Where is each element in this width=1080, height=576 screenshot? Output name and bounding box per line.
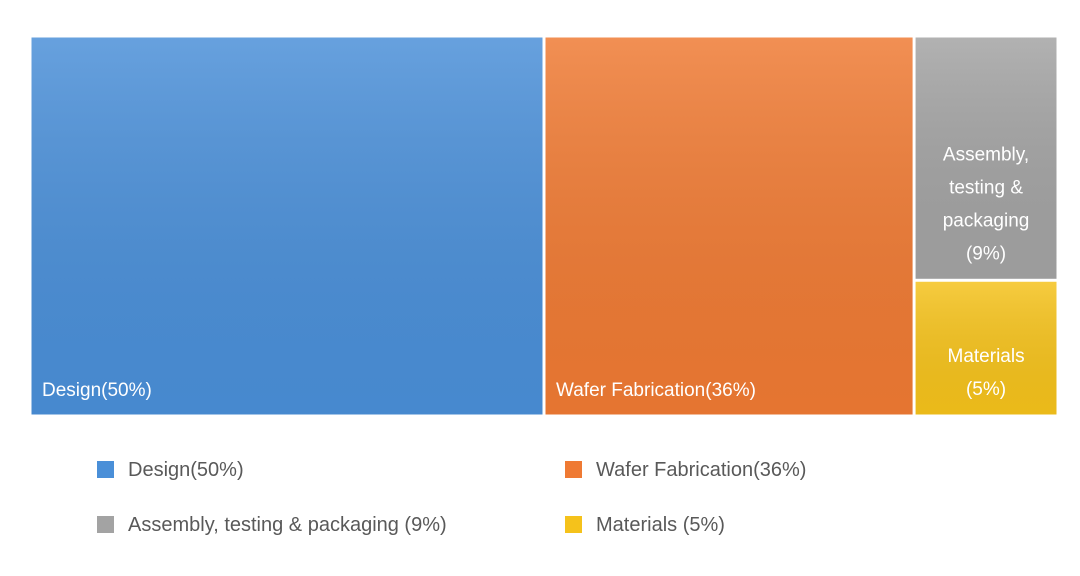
legend: Design(50%) Wafer Fabrication(36%) Assembl… <box>97 459 806 536</box>
tile-assembly-testing-packaging-9-label: Assembly, testing & packaging (9%) <box>943 144 1030 264</box>
treemap-tiles: Design(50%) Wafer Fabrication(36%) Assembl… <box>31 37 1057 415</box>
tile-materials-5-label: Materials (5%) <box>948 346 1025 400</box>
legend-item-wafer-fabrication-36-swatch <box>565 461 582 478</box>
legend-item-materials-5: Materials (5%) <box>565 514 725 536</box>
legend-item-design-50-label: Design(50%) <box>128 459 244 481</box>
legend-item-design-50-swatch <box>97 461 114 478</box>
legend-item-design-50: Design(50%) <box>97 459 244 481</box>
legend-item-wafer-fabrication-36: Wafer Fabrication(36%) <box>565 459 806 481</box>
legend-item-wafer-fabrication-36-label: Wafer Fabrication(36%) <box>596 459 806 481</box>
tile-design-50-label: Design(50%) <box>42 380 152 401</box>
tile-assembly-testing-packaging-9-shade <box>915 37 1057 279</box>
tile-materials-5-shade <box>915 281 1057 415</box>
legend-item-materials-5-label: Materials (5%) <box>596 514 725 536</box>
tile-design-50-shade <box>31 37 543 415</box>
legend-item-assembly-testing-packaging-9-label: Assembly, testing & packaging (9%) <box>128 514 447 536</box>
tile-wafer-fabrication-36-shade <box>545 37 913 415</box>
legend-item-assembly-testing-packaging-9-swatch <box>97 516 114 533</box>
legend-item-materials-5-swatch <box>565 516 582 533</box>
legend-item-assembly-testing-packaging-9: Assembly, testing & packaging (9%) <box>97 514 447 536</box>
tile-wafer-fabrication-36-label: Wafer Fabrication(36%) <box>556 380 756 401</box>
